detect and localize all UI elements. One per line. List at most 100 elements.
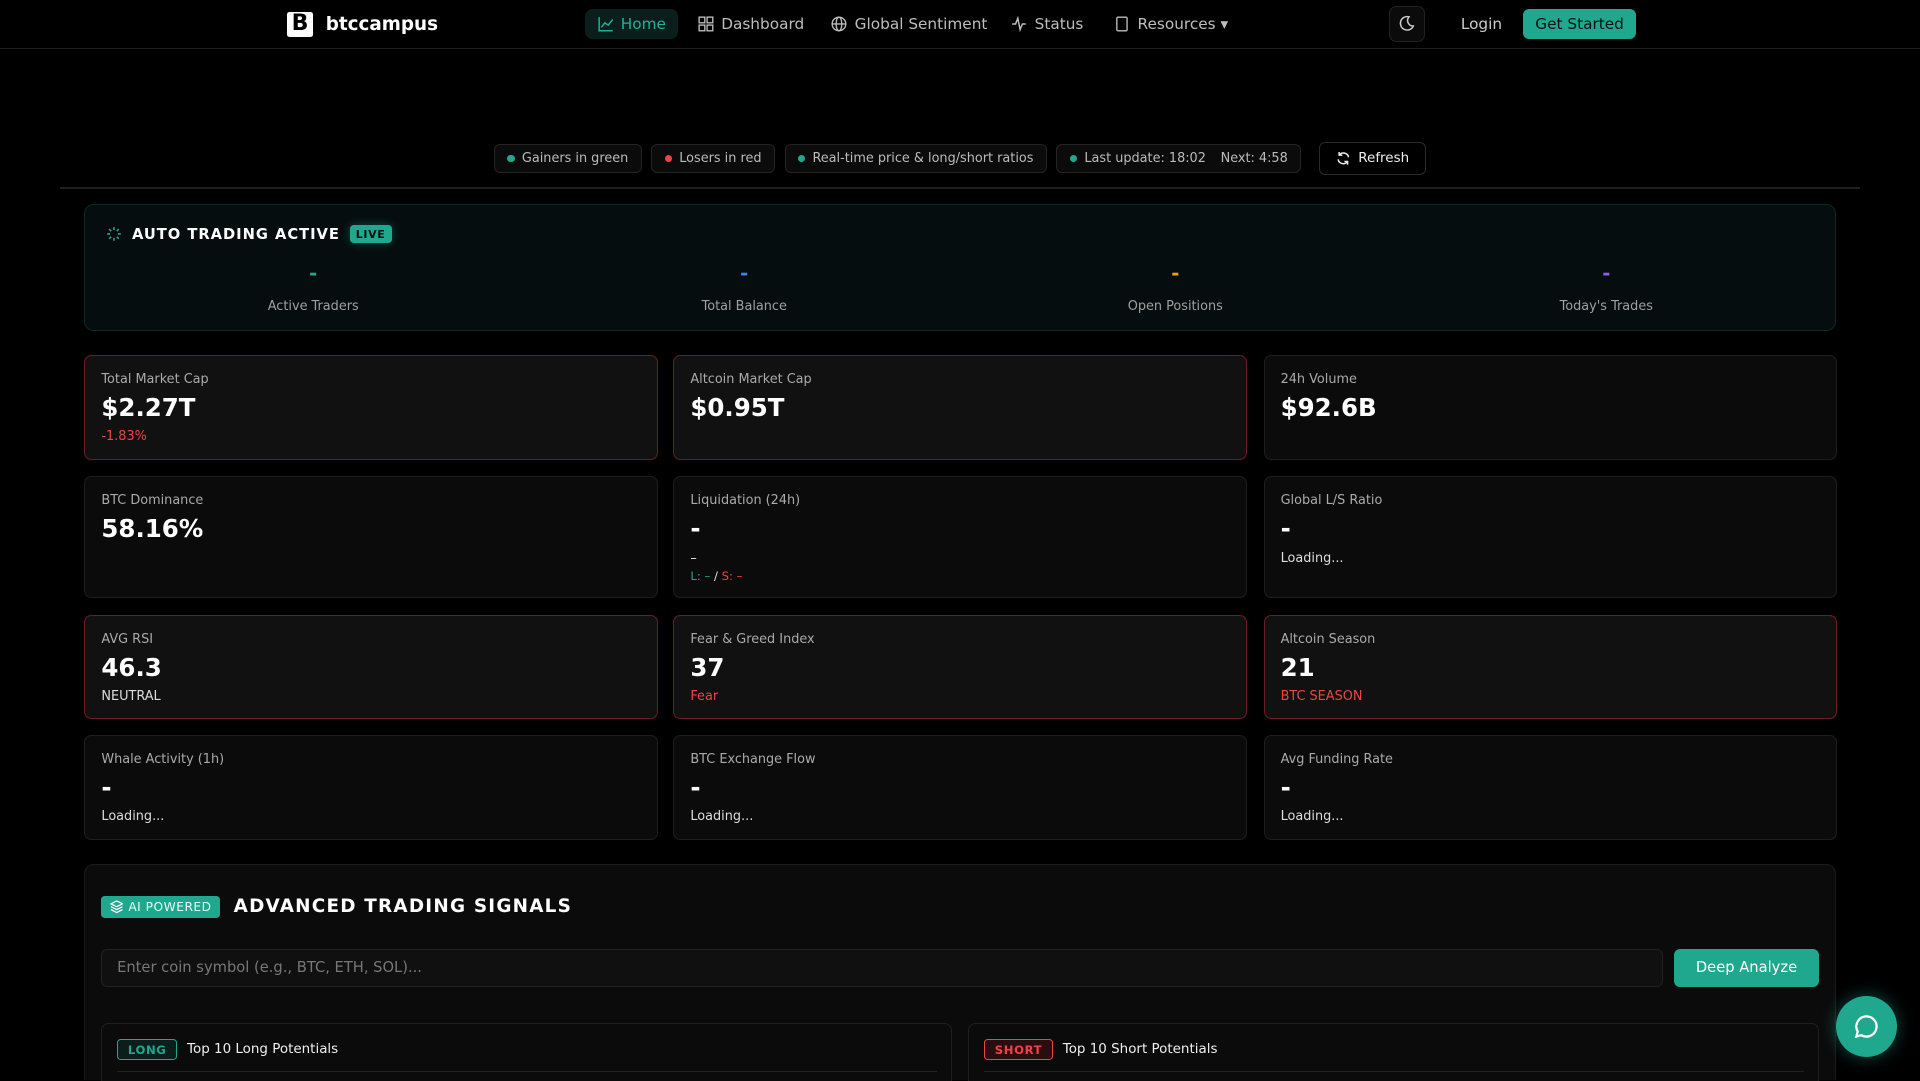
stat-label: Total Balance [701,298,787,314]
get-started-button[interactable]: Get Started [1523,8,1636,40]
nav-resources-label: Resources ▾ [1137,14,1229,33]
layers-icon [109,900,124,914]
long-potentials-panel: LONG Top 10 Long Potentials [101,1023,953,1081]
card-value: $0.95T [690,393,785,423]
refresh-label: Refresh [1358,151,1410,167]
nav-dashboard-label: Dashboard [721,14,805,33]
nav-dashboard[interactable]: Dashboard [686,9,817,40]
metric-card: BTC Exchange Flow - Loading... [673,734,1247,840]
nav-status[interactable]: Status [999,9,1095,40]
divider [984,1070,1804,1073]
card-subtext: Loading... [690,809,754,825]
green-dot-icon [507,154,515,163]
nav-resources[interactable]: Resources ▾ [1102,9,1240,40]
red-dot-icon [664,154,672,163]
stat-label: Open Positions [1127,298,1223,314]
metric-card: AVG RSI 46.3 NEUTRAL [84,614,658,719]
card-title: Altcoin Market Cap [690,372,812,387]
short-title: Top 10 Short Potentials [1062,1042,1218,1058]
card-title: 24h Volume [1280,372,1357,387]
legend-losers: Losers in red [651,144,775,173]
long-header: LONG Top 10 Long Potentials [117,1039,338,1060]
auto-trading-header: AUTO TRADING ACTIVE LIVE [106,225,392,243]
stat-label: Active Traders [267,298,359,314]
refresh-button[interactable]: Refresh [1319,142,1427,176]
nav-global-sentiment[interactable]: Global Sentiment [819,9,999,40]
card-value: 21 [1280,652,1315,682]
card-subtext: Fear [690,689,719,705]
card-value: 58.16% [101,514,204,544]
theme-toggle-button[interactable] [1388,6,1426,42]
login-link[interactable]: Login [1460,14,1503,33]
card-value: - [690,514,701,544]
long-badge: LONG [117,1039,178,1060]
card-subtext: BTC SEASON [1280,689,1363,705]
brand-logo[interactable]: B btccampus [286,11,438,37]
ai-powered-badge: AI POWERED [101,896,221,919]
refresh-icon [1337,152,1350,165]
nav-home-label: Home [620,14,666,33]
nav-global-sentiment-label: Global Sentiment [854,14,988,33]
logo-mark: B [286,11,314,37]
metric-card: Avg Funding Rate - Loading... [1263,734,1837,840]
stat-total-balance: - Total Balance [529,262,960,314]
green-dot-icon [797,154,806,163]
card-value: - [1280,772,1291,802]
legend-realtime: Real-time price & long/short ratios [784,144,1047,173]
trading-signals-panel: AI POWERED ADVANCED TRADING SIGNALS Deep… [84,864,1836,1081]
stat-value: - [1171,261,1180,285]
stat-label: Today's Trades [1559,298,1653,314]
stat-active-traders: - Active Traders [98,262,529,314]
top-nav: B btccampus Home Dashboard Global Sentim… [0,0,1920,49]
live-badge: LIVE [349,225,392,243]
metric-card: Altcoin Market Cap $0.95T [673,355,1247,461]
card-subtext: -1.83% [101,429,147,445]
card-subtext: NEUTRAL [101,689,161,705]
short-value: S: – [721,569,743,584]
chat-bubble-icon [1854,1014,1878,1038]
short-badge: SHORT [984,1039,1053,1060]
short-potentials-panel: SHORT Top 10 Short Potentials [968,1023,1820,1081]
book-icon [1116,16,1129,32]
nav-status-label: Status [1034,14,1084,33]
long-value: L: – [690,569,711,584]
metric-card: Liquidation (24h) - – L: – / S: – [673,476,1247,598]
last-update: Last update: 18:02 [1084,151,1206,167]
metric-card: BTC Dominance 58.16% [84,476,658,598]
card-value: 37 [690,652,725,682]
legend-gainers-label: Gainers in green [521,151,629,167]
chat-button[interactable] [1835,995,1897,1057]
card-title: BTC Exchange Flow [690,751,816,767]
metric-card: Total Market Cap $2.27T -1.83% [84,355,658,461]
card-title: AVG RSI [101,631,154,647]
divider [117,1070,937,1073]
card-title: Liquidation (24h) [690,493,801,509]
metric-card: Global L/S Ratio - Loading... [1263,476,1837,598]
card-title: Fear & Greed Index [690,631,815,647]
metric-card: 24h Volume $92.6B [1263,355,1837,461]
deep-analyze-button[interactable]: Deep Analyze [1673,948,1820,987]
nav-home[interactable]: Home [585,8,679,40]
card-value: $92.6B [1280,393,1377,423]
stat-open-positions: - Open Positions [960,262,1391,314]
stat-value: - [309,261,318,285]
next-update: Next: 4:58 [1220,151,1288,167]
card-value: $2.27T [101,393,196,423]
card-subtext: Loading... [101,809,165,825]
card-title: Whale Activity (1h) [101,751,225,767]
legend-gainers: Gainers in green [493,144,642,173]
stat-value: - [1602,261,1611,285]
auto-trading-title: AUTO TRADING ACTIVE [131,225,340,243]
long-short-split: L: – / S: – [690,569,743,584]
coin-symbol-input[interactable] [101,948,1663,987]
ai-powered-label: AI POWERED [128,900,212,915]
legend-realtime-label: Real-time price & long/short ratios [812,151,1034,167]
card-title: Global L/S Ratio [1280,493,1383,509]
long-title: Top 10 Long Potentials [187,1042,339,1058]
card-title: Altcoin Season [1280,631,1376,647]
card-value: - [1280,514,1291,544]
card-subtext: Loading... [1280,550,1344,566]
legend-losers-label: Losers in red [679,151,762,167]
chart-line-icon [597,17,613,32]
auto-trading-panel: AUTO TRADING ACTIVE LIVE - Active Traders… [84,204,1836,331]
